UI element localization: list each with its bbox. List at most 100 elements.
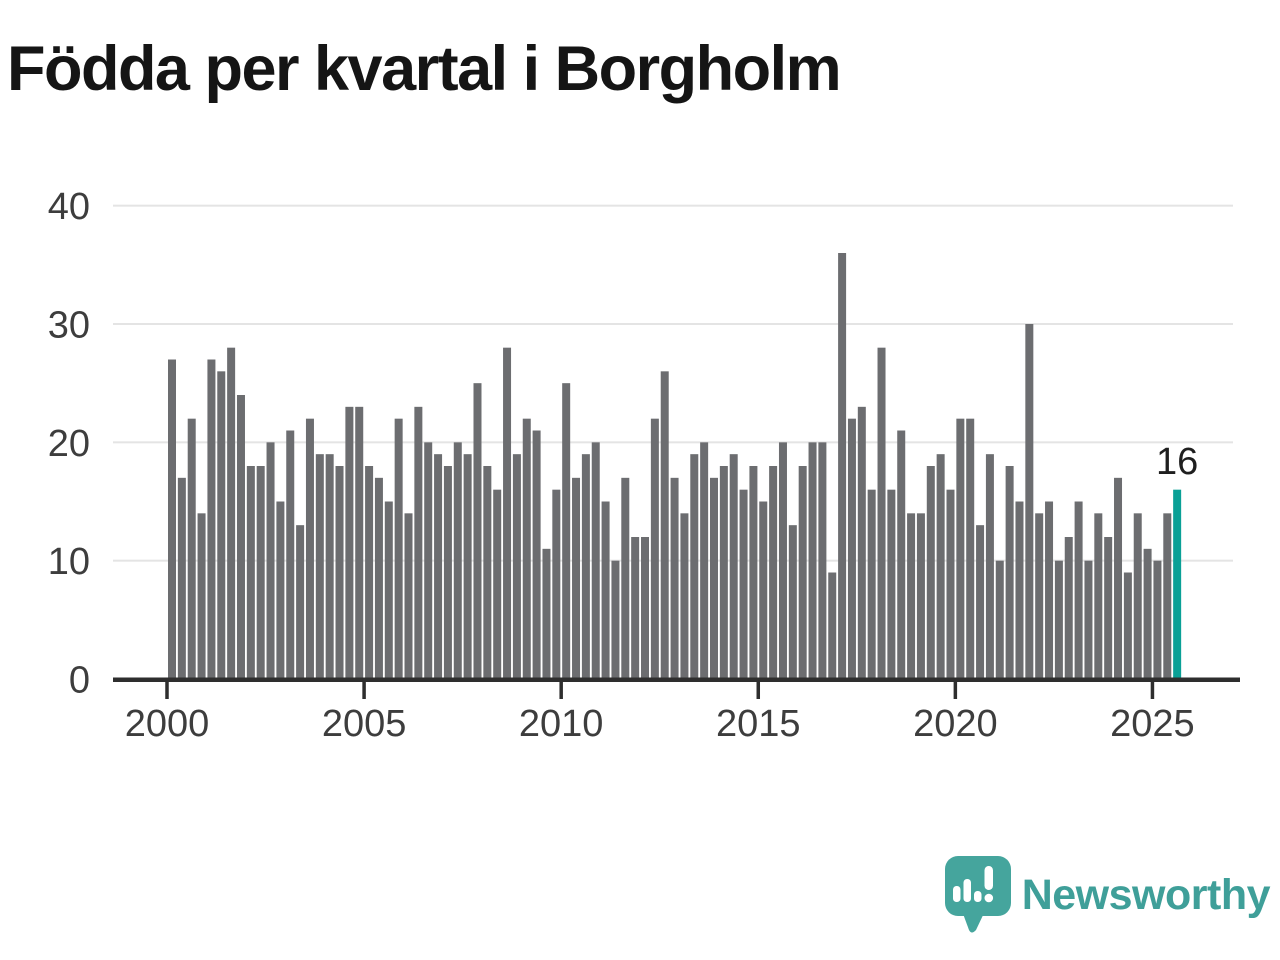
- bar-2002Q3: [266, 442, 275, 679]
- bar-2003Q2: [296, 525, 305, 679]
- bar-2013Q2: [690, 454, 699, 679]
- x-tick-2025: [1150, 682, 1155, 699]
- bar-2000Q1: [168, 359, 176, 679]
- bar-2019Q1: [916, 513, 925, 679]
- bar-2016Q4: [828, 572, 837, 679]
- bar-2021Q4: [1025, 324, 1034, 679]
- bar-2005Q1: [365, 466, 374, 679]
- bar-2003Q4: [315, 454, 324, 679]
- bar-2008Q1: [483, 466, 492, 679]
- bar-2003Q3: [305, 418, 314, 679]
- bar-2024Q3: [1133, 513, 1142, 679]
- bar-2023Q4: [1104, 537, 1113, 679]
- x-tick-2005: [362, 682, 366, 699]
- bar-2005Q3: [384, 501, 393, 679]
- x-axis-label-2015: 2015: [716, 703, 801, 745]
- bar-2002Q2: [256, 466, 265, 679]
- y-axis-label-30: 30: [48, 305, 90, 347]
- y-axis-label-0: 0: [69, 660, 90, 702]
- x-axis-label-2010: 2010: [519, 703, 604, 745]
- bar-2007Q1: [443, 466, 452, 679]
- bar-2023Q1: [1074, 501, 1083, 679]
- bar-2009Q3: [542, 548, 551, 679]
- bar-2001Q2: [217, 371, 226, 679]
- bar-2005Q4: [394, 418, 403, 679]
- bar-2001Q1: [207, 359, 216, 679]
- bar-2020Q3: [976, 525, 985, 679]
- y-axis-label-20: 20: [48, 423, 90, 465]
- bar-2025Q3: [1173, 489, 1182, 679]
- bar-2010Q2: [572, 477, 581, 679]
- bar-2018Q4: [907, 513, 916, 679]
- bar-2002Q4: [276, 501, 285, 679]
- bar-2018Q3: [897, 430, 906, 679]
- gridline-30: [113, 323, 1233, 326]
- bar-2025Q2: [1163, 513, 1172, 679]
- x-axis-line: [113, 677, 1240, 682]
- x-axis-label-2000: 2000: [125, 703, 210, 745]
- bar-2019Q3: [936, 454, 945, 679]
- bar-2008Q4: [512, 454, 521, 679]
- bar-2007Q4: [473, 383, 482, 679]
- y-axis-label-40: 40: [48, 186, 90, 228]
- x-tick-2020: [953, 682, 958, 699]
- bar-2024Q4: [1143, 548, 1152, 679]
- gridline-20: [113, 441, 1233, 444]
- bar-2009Q4: [552, 489, 561, 679]
- chart-title: Födda per kvartal i Borgholm: [7, 34, 842, 104]
- bar-2017Q3: [857, 406, 866, 679]
- bar-2014Q1: [719, 466, 728, 679]
- bar-2001Q3: [227, 347, 236, 679]
- bar-2009Q2: [532, 430, 541, 679]
- bar-2021Q1: [995, 560, 1004, 679]
- bar-2022Q3: [1054, 560, 1063, 679]
- bar-2010Q1: [562, 383, 571, 679]
- bar-2004Q4: [355, 406, 364, 679]
- x-tick-2000: [165, 682, 169, 699]
- bar-2008Q3: [503, 347, 512, 679]
- bar-2023Q2: [1084, 560, 1093, 679]
- bar-2015Q2: [769, 466, 778, 679]
- bar-2024Q2: [1123, 572, 1132, 679]
- bar-2011Q2: [611, 560, 620, 679]
- bar-2006Q1: [404, 513, 413, 679]
- bar-2013Q4: [709, 477, 718, 679]
- bar-2010Q3: [581, 454, 590, 679]
- bar-2007Q3: [463, 454, 472, 679]
- bar-2013Q1: [680, 513, 689, 679]
- bar-2020Q1: [956, 418, 965, 679]
- x-axis-label-2025: 2025: [1110, 703, 1195, 745]
- x-tick-2010: [559, 682, 563, 699]
- bar-2022Q1: [1035, 513, 1044, 679]
- bar-2010Q4: [591, 442, 600, 679]
- bar-2006Q4: [434, 454, 443, 679]
- bar-2004Q2: [335, 466, 344, 679]
- bar-2024Q1: [1114, 477, 1123, 679]
- bar-2012Q3: [660, 371, 669, 679]
- x-axis-label-2020: 2020: [913, 703, 998, 745]
- bar-2012Q2: [650, 418, 659, 679]
- bar-2023Q3: [1094, 513, 1103, 679]
- bar-2011Q4: [631, 537, 640, 679]
- x-tick-2015: [756, 682, 761, 699]
- bar-2002Q1: [246, 466, 255, 679]
- bar-2004Q3: [345, 406, 354, 679]
- bar-2004Q1: [325, 454, 334, 679]
- bar-2014Q4: [749, 466, 758, 679]
- bar-2000Q2: [177, 477, 186, 679]
- bar-2006Q2: [414, 406, 423, 679]
- bar-2011Q3: [621, 477, 630, 679]
- gridline-40: [113, 204, 1233, 207]
- highlight-value-label: 16: [1156, 441, 1198, 483]
- bar-2017Q1: [838, 253, 847, 679]
- newsworthy-wordmark: Newsworthy: [1021, 871, 1271, 919]
- bar-2017Q2: [847, 418, 856, 679]
- bar-2025Q1: [1153, 560, 1162, 679]
- bar-2015Q4: [788, 525, 797, 679]
- bar-2000Q4: [197, 513, 206, 679]
- y-axis-label-10: 10: [48, 541, 90, 583]
- newsworthy-logo: Newsworthy: [944, 856, 1271, 936]
- bar-2021Q3: [1015, 501, 1024, 679]
- bar-2016Q1: [798, 466, 807, 679]
